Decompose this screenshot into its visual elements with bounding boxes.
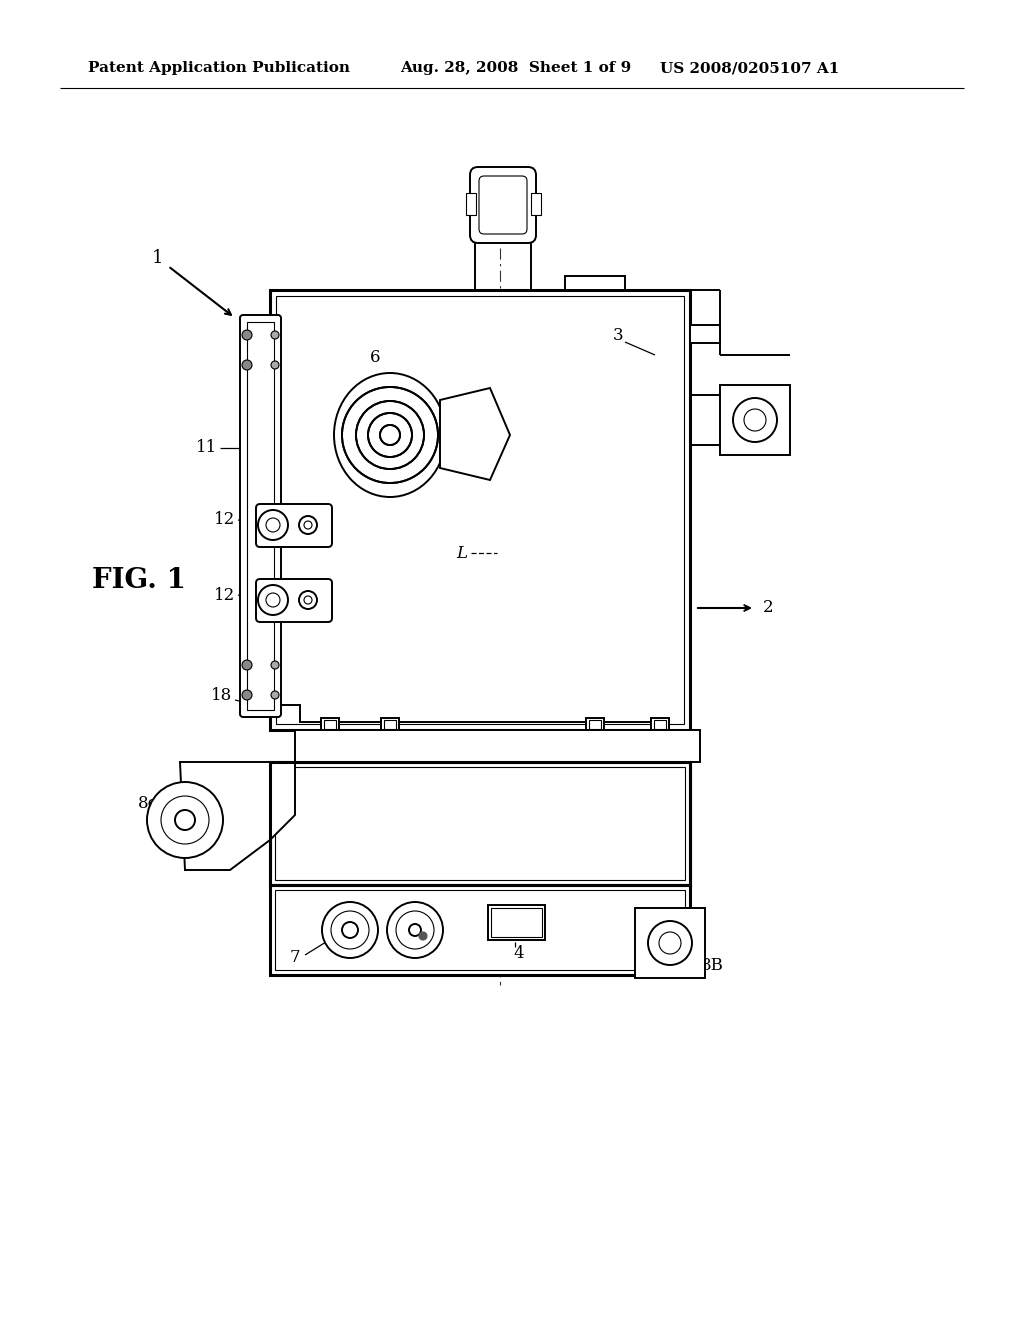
Circle shape [266, 517, 280, 532]
Bar [321, 718, 339, 730]
Bar [295, 730, 700, 762]
Bar [488, 906, 545, 940]
Circle shape [381, 426, 399, 444]
FancyBboxPatch shape [240, 315, 281, 717]
Text: 6: 6 [370, 350, 380, 367]
Text: 7: 7 [290, 949, 300, 966]
Circle shape [387, 902, 443, 958]
Circle shape [271, 360, 279, 370]
Text: 8A: 8A [769, 404, 792, 421]
Bar [247, 322, 274, 710]
Circle shape [342, 921, 358, 939]
Bar [531, 193, 541, 215]
Circle shape [733, 399, 777, 442]
Circle shape [356, 401, 424, 469]
Text: Patent Application Publication: Patent Application Publication [88, 61, 350, 75]
Text: L: L [457, 544, 468, 561]
Circle shape [271, 661, 279, 669]
Bar [466, 193, 476, 215]
Bar [270, 884, 690, 975]
Circle shape [161, 796, 209, 843]
Bar [275, 890, 685, 970]
FancyBboxPatch shape [256, 504, 332, 546]
Circle shape [271, 331, 279, 339]
Text: 5: 5 [663, 738, 673, 755]
Bar [651, 718, 669, 730]
Circle shape [242, 360, 252, 370]
Bar [270, 762, 690, 884]
Bar [690, 325, 720, 343]
Circle shape [242, 330, 252, 341]
Circle shape [271, 690, 279, 700]
Circle shape [266, 593, 280, 607]
Text: 3: 3 [612, 326, 624, 343]
Bar [384, 719, 396, 729]
Circle shape [331, 911, 369, 949]
Circle shape [299, 591, 317, 609]
Circle shape [744, 409, 766, 432]
Bar [275, 767, 685, 880]
Circle shape [322, 902, 378, 958]
Polygon shape [180, 762, 295, 870]
Circle shape [342, 387, 438, 483]
Circle shape [304, 597, 312, 605]
Circle shape [648, 921, 692, 965]
Text: 12: 12 [214, 511, 236, 528]
Text: 12: 12 [214, 586, 236, 603]
Circle shape [304, 521, 312, 529]
Bar [635, 908, 705, 978]
Polygon shape [270, 290, 690, 730]
Bar [654, 719, 666, 729]
Bar [490, 908, 542, 937]
Polygon shape [440, 388, 510, 480]
Text: 4: 4 [514, 945, 524, 961]
Text: Aug. 28, 2008  Sheet 1 of 9: Aug. 28, 2008 Sheet 1 of 9 [400, 61, 631, 75]
Circle shape [258, 585, 288, 615]
Text: US 2008/0205107 A1: US 2008/0205107 A1 [660, 61, 840, 75]
Text: 11: 11 [197, 440, 218, 457]
Circle shape [396, 911, 434, 949]
Circle shape [409, 924, 421, 936]
Bar [270, 762, 690, 884]
Circle shape [242, 690, 252, 700]
Circle shape [419, 932, 427, 940]
Bar [589, 719, 601, 729]
Circle shape [175, 810, 195, 830]
Circle shape [242, 660, 252, 671]
Text: 1: 1 [153, 249, 164, 267]
Bar [586, 718, 604, 730]
FancyBboxPatch shape [479, 176, 527, 234]
Bar [565, 276, 625, 290]
Circle shape [659, 932, 681, 954]
Text: 18: 18 [211, 686, 232, 704]
Bar [720, 385, 790, 455]
Circle shape [368, 413, 412, 457]
Bar [324, 719, 336, 729]
Ellipse shape [334, 374, 446, 498]
Bar [381, 718, 399, 730]
FancyBboxPatch shape [470, 168, 536, 243]
Text: 8B: 8B [700, 957, 723, 974]
Circle shape [258, 510, 288, 540]
Text: FIG. 1: FIG. 1 [92, 566, 186, 594]
Circle shape [299, 516, 317, 535]
Text: 8c: 8c [138, 795, 158, 812]
FancyBboxPatch shape [256, 579, 332, 622]
Circle shape [147, 781, 223, 858]
Text: 2: 2 [763, 599, 773, 616]
Circle shape [380, 425, 400, 445]
